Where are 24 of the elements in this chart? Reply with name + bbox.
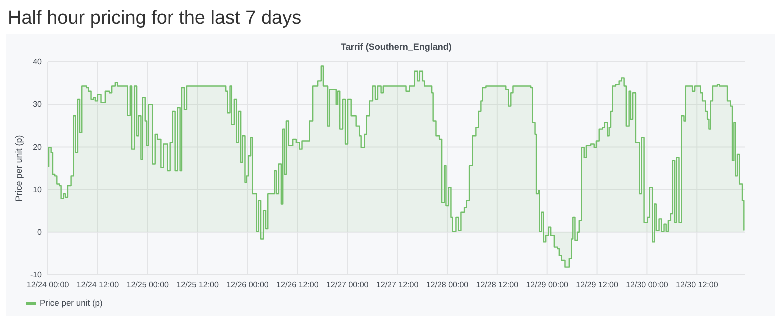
y-axis-title: Price per unit (p) — [14, 135, 24, 202]
x-tick-label: 12/28 12:00 — [476, 280, 520, 290]
chart-subtitle: Tarrif (Southern_England) — [341, 42, 452, 52]
x-tick-label: 12/27 00:00 — [326, 280, 370, 290]
x-tick-label: 12/30 00:00 — [626, 280, 669, 290]
x-tick-label: 12/26 12:00 — [276, 280, 320, 290]
x-tick-label: 12/26 00:00 — [226, 280, 270, 290]
x-tick-label: 12/28 00:00 — [426, 280, 470, 290]
x-tick-label: 12/25 12:00 — [176, 280, 220, 290]
x-tick-label: 12/29 12:00 — [576, 280, 619, 290]
y-tick-label: -10 — [30, 270, 43, 280]
chart-title: Half hour pricing for the last 7 days — [8, 8, 302, 29]
x-tick-label: 12/24 12:00 — [76, 280, 120, 290]
x-tick-label: 12/30 12:00 — [676, 280, 719, 290]
y-tick-label: 0 — [38, 228, 43, 237]
y-tick-label: 40 — [33, 58, 43, 67]
x-tick-label: 12/29 00:00 — [526, 280, 570, 290]
y-tick-label: 30 — [33, 100, 43, 110]
legend-label: Price per unit (p) — [40, 298, 103, 308]
y-tick-label: 10 — [33, 185, 43, 194]
x-tick-label: 12/25 00:00 — [126, 280, 170, 290]
x-tick-label: 12/27 12:00 — [376, 280, 420, 290]
x-tick-label: 12/24 00:00 — [26, 280, 70, 290]
y-tick-label: 20 — [33, 142, 43, 152]
